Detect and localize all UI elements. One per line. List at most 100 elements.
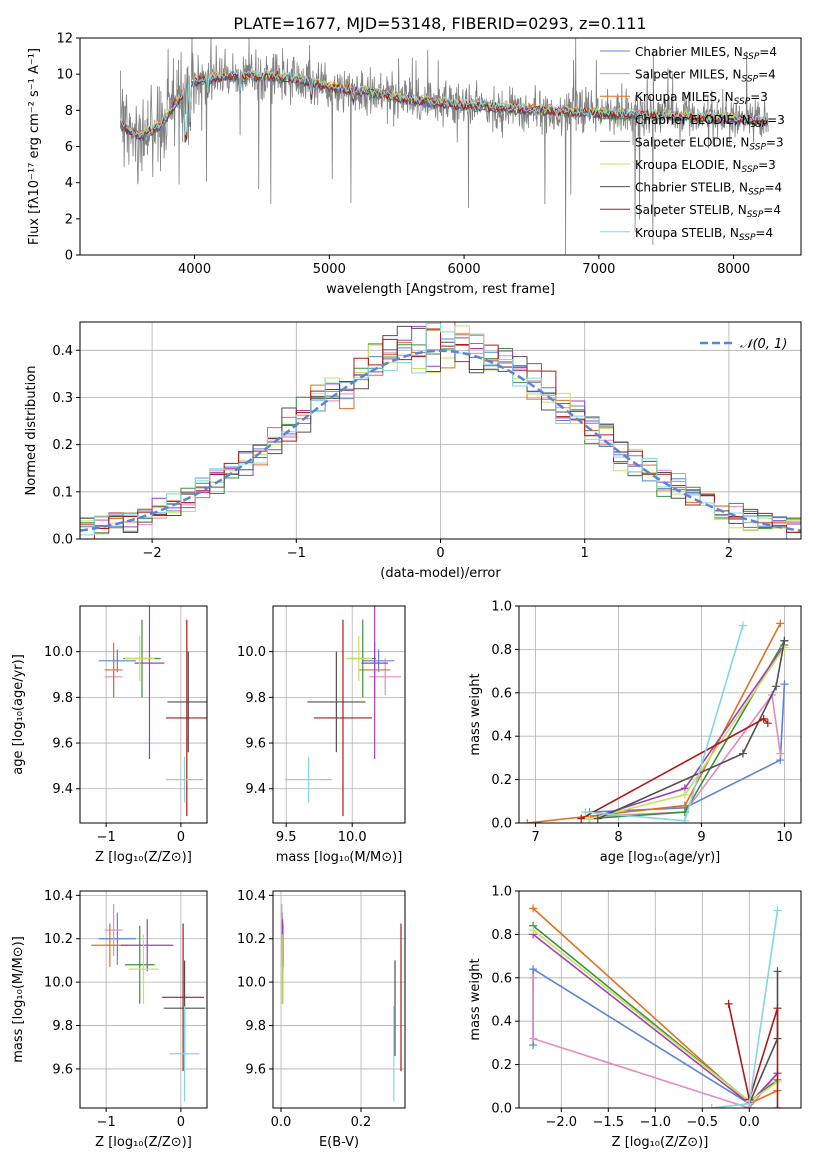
legend: Chabrier MILES, NSSP=4 Salpeter MILES, NS…: [600, 45, 785, 243]
series-line-0: [589, 684, 786, 813]
x-tick-label: 7000: [582, 262, 615, 277]
x-tick-label: −1: [97, 1115, 116, 1130]
y-tick-label: 9.6: [245, 737, 266, 752]
series-marker-1: [776, 749, 785, 758]
y-tick-label: 10.4: [44, 889, 73, 904]
x-tick-label: −2: [143, 546, 162, 561]
panel-mass_vs_ebv: 0.0 0.2 9.6 9.8 10.0 10.2 10.4 E(B-V): [237, 889, 406, 1150]
y-tick-label: 10: [56, 68, 73, 83]
series-marker-7: [724, 999, 733, 1008]
x-tick-label: 5000: [313, 262, 346, 277]
y-tick-label: 0.8: [491, 643, 512, 658]
legend-entry: Chabrier STELIB, NSSP=4: [635, 181, 782, 198]
panel-content: [119, 38, 769, 255]
x-tick-label: 7: [531, 830, 539, 845]
y-tick-label: 0.2: [491, 1058, 512, 1073]
legend-entry: Salpeter MILES, NSSP=4: [635, 68, 776, 85]
model-spectrum-8: [120, 69, 768, 139]
axes-frame: [272, 890, 406, 1109]
y-tick-label: 4: [65, 176, 73, 191]
y-axis-label: mass [log₁₀(M/M⊙)]: [11, 936, 26, 1063]
axes-frame: [518, 605, 802, 824]
y-tick-label: 0: [65, 249, 73, 264]
y-axis-label: mass weight: [468, 673, 483, 755]
y-tick-label: 0.0: [491, 1102, 512, 1117]
series-marker-2: [529, 904, 538, 913]
x-tick-label: 2: [725, 546, 733, 561]
series-marker-6: [772, 682, 781, 691]
x-tick-label: 8000: [717, 262, 750, 277]
y-axis-label: Flux [fλ10⁻¹⁷ erg cm⁻² s⁻¹ A⁻¹]: [27, 48, 42, 245]
legend-entry: Chabrier MILES, NSSP=4: [635, 45, 777, 62]
y-tick-label: 0.8: [491, 928, 512, 943]
x-tick-label: 0: [177, 830, 185, 845]
y-tick-label: 6: [65, 140, 73, 155]
y-tick-label: 9.8: [52, 691, 73, 706]
x-tick-label: 6000: [448, 262, 481, 277]
y-tick-label: 0.0: [491, 817, 512, 832]
y-tick-label: 9.6: [52, 1062, 73, 1077]
series-marker-2: [776, 619, 785, 628]
axes-frame: [79, 605, 208, 824]
histogram-8: [80, 323, 801, 536]
x-tick-label: 9.5: [276, 830, 297, 845]
panel-residuals: 𝒩(0, 1) −2 −1 0 1 2 0.0 0.1 0.2 0.3 0.4 (data-model…: [24, 321, 802, 581]
series-marker-7: [577, 814, 586, 823]
series-marker-1: [529, 1034, 538, 1043]
axes-frame: [518, 890, 802, 1109]
panel-age_vs_mass: 9.5 10.0 9.4 9.6 9.8 10.0 mass [log₁₀(M/M⊙)]: [237, 605, 406, 865]
y-tick-label: 10.0: [44, 976, 73, 991]
series-marker-8: [745, 1099, 754, 1108]
y-tick-label: 0.2: [491, 773, 512, 788]
y-tick-label: 9.6: [245, 1062, 266, 1077]
observed-spectrum: [120, 38, 769, 255]
y-tick-label: 0.0: [52, 533, 73, 548]
legend-entry: Kroupa ELODIE, NSSP=3: [635, 158, 776, 175]
x-tick-label: −1: [287, 546, 306, 561]
x-tick-label: −2.0: [546, 1115, 578, 1130]
x-tick-label: −0.5: [687, 1115, 719, 1130]
plot-area: Chabrier MILES, NSSP=4 Salpeter MILES, NS…: [11, 32, 802, 1150]
y-tick-label: 9.4: [52, 782, 73, 797]
series-marker-7: [763, 719, 772, 728]
y-tick-label: 0.2: [52, 438, 73, 453]
series-marker-5: [680, 790, 689, 799]
y-tick-label: 0.6: [491, 971, 512, 986]
y-tick-label: 8: [65, 104, 73, 119]
series-marker-6: [738, 749, 747, 758]
y-tick-label: 9.4: [245, 782, 266, 797]
series-marker-7: [773, 1004, 782, 1013]
panel-mass_weight_vs_Z: −2.0 −1.5 −1.0 −0.5 0.0 0.0 0.2 0.4 0.6 0.8 1.0 Z […: [468, 885, 802, 1150]
panel-content: [529, 904, 782, 1108]
panel-content: [281, 904, 402, 1102]
series-line-1: [589, 692, 782, 818]
legend-entry-normal: 𝒩(0, 1): [740, 337, 787, 352]
series-marker-5: [529, 926, 538, 935]
y-tick-label: 0.1: [52, 485, 73, 500]
panel-content: [91, 904, 206, 1102]
series-marker-6: [593, 814, 602, 823]
axes-frame: [272, 605, 406, 824]
series-marker-6: [773, 967, 782, 976]
x-tick-label: 0.0: [271, 1115, 292, 1130]
histogram-6: [80, 325, 801, 534]
panel-content: [523, 619, 789, 823]
x-axis-label: age [log₁₀(age/yr)]: [600, 850, 721, 865]
series-marker-8: [680, 816, 689, 823]
y-tick-label: 0.4: [52, 344, 73, 359]
y-tick-label: 10.2: [44, 932, 73, 947]
y-tick-label: 1.0: [491, 885, 512, 900]
y-axis-label: mass weight: [468, 958, 483, 1040]
y-tick-label: 0.4: [491, 1015, 512, 1030]
y-tick-label: 10.2: [237, 932, 266, 947]
series-marker-1: [529, 973, 538, 982]
x-axis-label: (data-model)/error: [380, 566, 501, 581]
y-tick-label: 1.0: [491, 600, 512, 615]
series-marker-6: [780, 636, 789, 645]
x-tick-label: −1.0: [640, 1115, 672, 1130]
axes-frame: [79, 890, 208, 1109]
series-marker-8: [707, 1104, 716, 1108]
x-tick-label: 0: [177, 1115, 185, 1130]
series-line-6: [597, 640, 786, 820]
